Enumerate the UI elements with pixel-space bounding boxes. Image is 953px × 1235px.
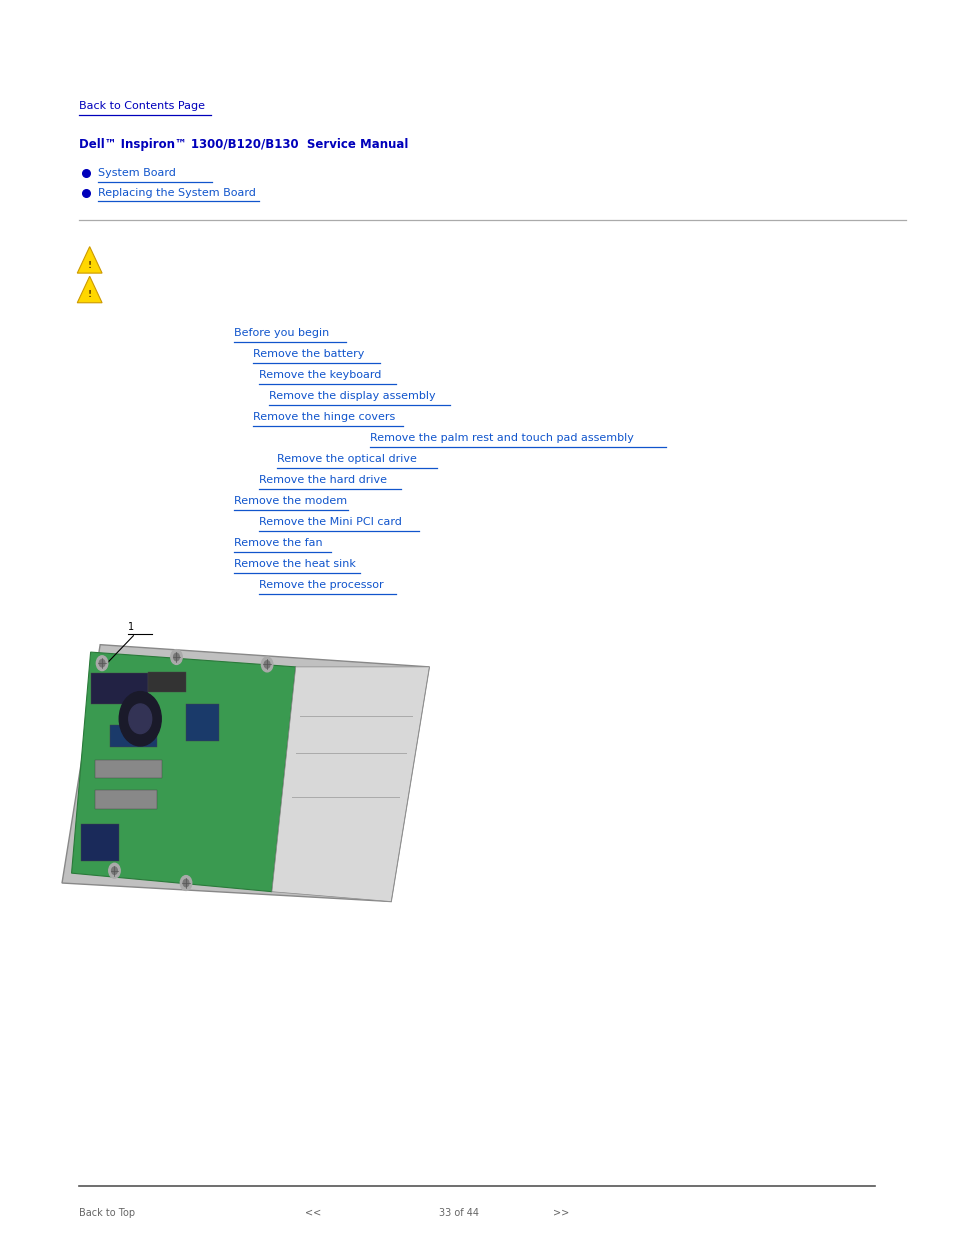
Circle shape <box>261 657 273 672</box>
Polygon shape <box>95 760 162 778</box>
Circle shape <box>99 659 105 667</box>
Text: Replacing the System Board: Replacing the System Board <box>98 188 255 198</box>
Circle shape <box>264 661 270 668</box>
Text: 33 of 44: 33 of 44 <box>438 1208 478 1218</box>
Polygon shape <box>91 673 148 704</box>
Text: <<: << <box>305 1208 321 1218</box>
Circle shape <box>96 656 108 671</box>
Text: Remove the battery: Remove the battery <box>253 350 364 359</box>
Text: Remove the hard drive: Remove the hard drive <box>259 475 387 485</box>
Polygon shape <box>110 725 157 747</box>
Circle shape <box>180 876 192 890</box>
Polygon shape <box>95 790 157 809</box>
Text: Remove the processor: Remove the processor <box>259 580 384 590</box>
Circle shape <box>183 879 189 887</box>
Text: Remove the optical drive: Remove the optical drive <box>276 454 416 464</box>
Text: !: ! <box>88 261 91 269</box>
Polygon shape <box>272 667 429 902</box>
Text: Remove the palm rest and touch pad assembly: Remove the palm rest and touch pad assem… <box>370 433 634 443</box>
Circle shape <box>173 653 179 661</box>
Polygon shape <box>186 704 219 741</box>
Polygon shape <box>81 824 119 861</box>
Text: Dell™ Inspiron™ 1300/B120/B130  Service Manual: Dell™ Inspiron™ 1300/B120/B130 Service M… <box>79 137 408 151</box>
Text: System Board: System Board <box>98 168 176 178</box>
Polygon shape <box>148 672 186 692</box>
Circle shape <box>119 692 161 746</box>
Polygon shape <box>62 645 429 902</box>
Text: Remove the display assembly: Remove the display assembly <box>269 391 436 401</box>
Polygon shape <box>77 277 102 303</box>
Text: Before you begin: Before you begin <box>233 329 329 338</box>
Text: Remove the heat sink: Remove the heat sink <box>233 559 355 569</box>
Circle shape <box>171 650 182 664</box>
Circle shape <box>109 863 120 878</box>
Text: 1: 1 <box>128 622 133 632</box>
Text: Back to Top: Back to Top <box>79 1208 135 1218</box>
Text: Remove the fan: Remove the fan <box>233 538 322 548</box>
Text: Back to Contents Page: Back to Contents Page <box>79 101 205 111</box>
Text: Remove the hinge covers: Remove the hinge covers <box>253 412 395 422</box>
Text: Remove the keyboard: Remove the keyboard <box>259 370 381 380</box>
Circle shape <box>112 867 117 874</box>
Text: >>: >> <box>553 1208 569 1218</box>
Polygon shape <box>71 652 295 892</box>
Text: Remove the Mini PCI card: Remove the Mini PCI card <box>259 517 402 527</box>
Circle shape <box>129 704 152 734</box>
Polygon shape <box>77 247 102 273</box>
Text: Remove the modem: Remove the modem <box>233 496 347 506</box>
Text: !: ! <box>88 290 91 299</box>
